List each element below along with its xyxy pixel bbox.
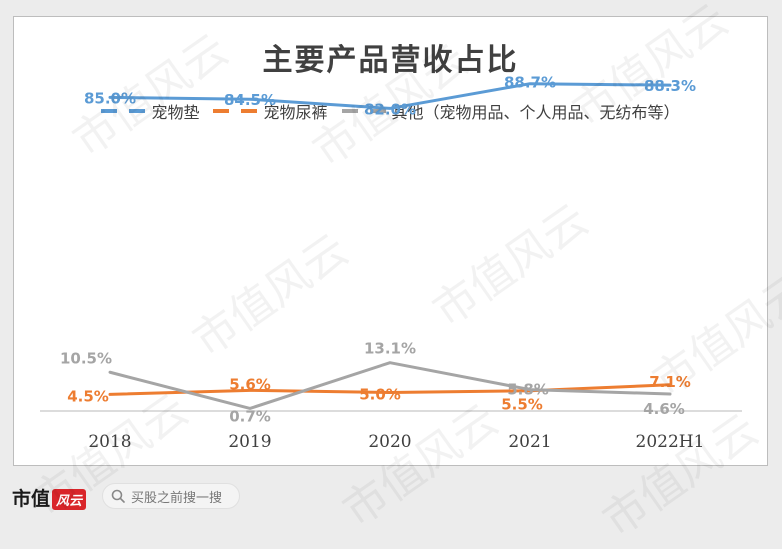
brand-logo: 市值 风云 <box>12 484 87 511</box>
search-box[interactable]: 买股之前搜一搜 <box>102 483 240 509</box>
data-label: 0.7% <box>229 407 271 425</box>
data-label: 88.3% <box>644 77 696 95</box>
data-label: 84.5% <box>224 91 276 109</box>
chart-plot: 2018 2019 2020 2021 2022H1 85.0% 84.5% 82.0% 88.… <box>40 74 742 452</box>
brand-mark: 风云 <box>52 489 87 510</box>
legend-label-other: 其他（宠物用品、个人用品、无纺布等） <box>391 103 680 122</box>
data-label: 13.1% <box>364 340 416 358</box>
series-line-2 <box>108 361 672 410</box>
x-tick-label: 2020 <box>368 432 411 452</box>
legend-label-pet-diaper: 宠物尿裤 <box>263 103 328 122</box>
x-tick-label: 2019 <box>228 432 271 452</box>
data-label: 4.5% <box>67 387 109 405</box>
legend-swatch-pet-diaper <box>213 109 258 113</box>
data-label: 5.6% <box>229 375 271 393</box>
chart-title: 主要产品营收占比 <box>262 43 519 78</box>
chart-card: 主要产品营收占比 宠物垫 宠物尿裤 其他（宠物用品、个人用品、无纺布等） <box>13 16 768 466</box>
brand-text: 市值 <box>12 488 51 510</box>
legend-item-other: 其他（宠物用品、个人用品、无纺布等） <box>341 99 680 123</box>
data-label: 5.5% <box>501 396 543 414</box>
data-label: 4.6% <box>643 400 685 418</box>
data-label: 82.0% <box>364 100 416 118</box>
data-label: 5.8% <box>507 381 549 399</box>
legend-item-pet-pad: 宠物垫 <box>101 99 199 123</box>
search-icon <box>111 489 125 503</box>
search-placeholder: 买股之前搜一搜 <box>131 490 223 506</box>
legend-item-pet-diaper: 宠物尿裤 <box>213 99 328 123</box>
x-tick-label: 2018 <box>88 432 131 452</box>
chart-legend: 宠物垫 宠物尿裤 其他（宠物用品、个人用品、无纺布等） <box>14 99 767 123</box>
legend-label-pet-pad: 宠物垫 <box>151 103 200 122</box>
data-label: 5.0% <box>359 386 401 404</box>
data-label: 7.1% <box>649 373 691 391</box>
data-label: 10.5% <box>60 349 112 367</box>
x-tick-label: 2022H1 <box>636 432 705 452</box>
footer-bar: 市值 风云 买股之前搜一搜 <box>0 478 782 522</box>
series-line-1 <box>108 383 672 396</box>
data-label: 88.7% <box>504 74 556 92</box>
series-line-0 <box>108 82 672 110</box>
data-label: 85.0% <box>84 89 136 107</box>
x-tick-label: 2021 <box>508 432 551 452</box>
legend-swatch-pet-pad <box>101 109 146 113</box>
legend-swatch-other <box>341 109 386 113</box>
